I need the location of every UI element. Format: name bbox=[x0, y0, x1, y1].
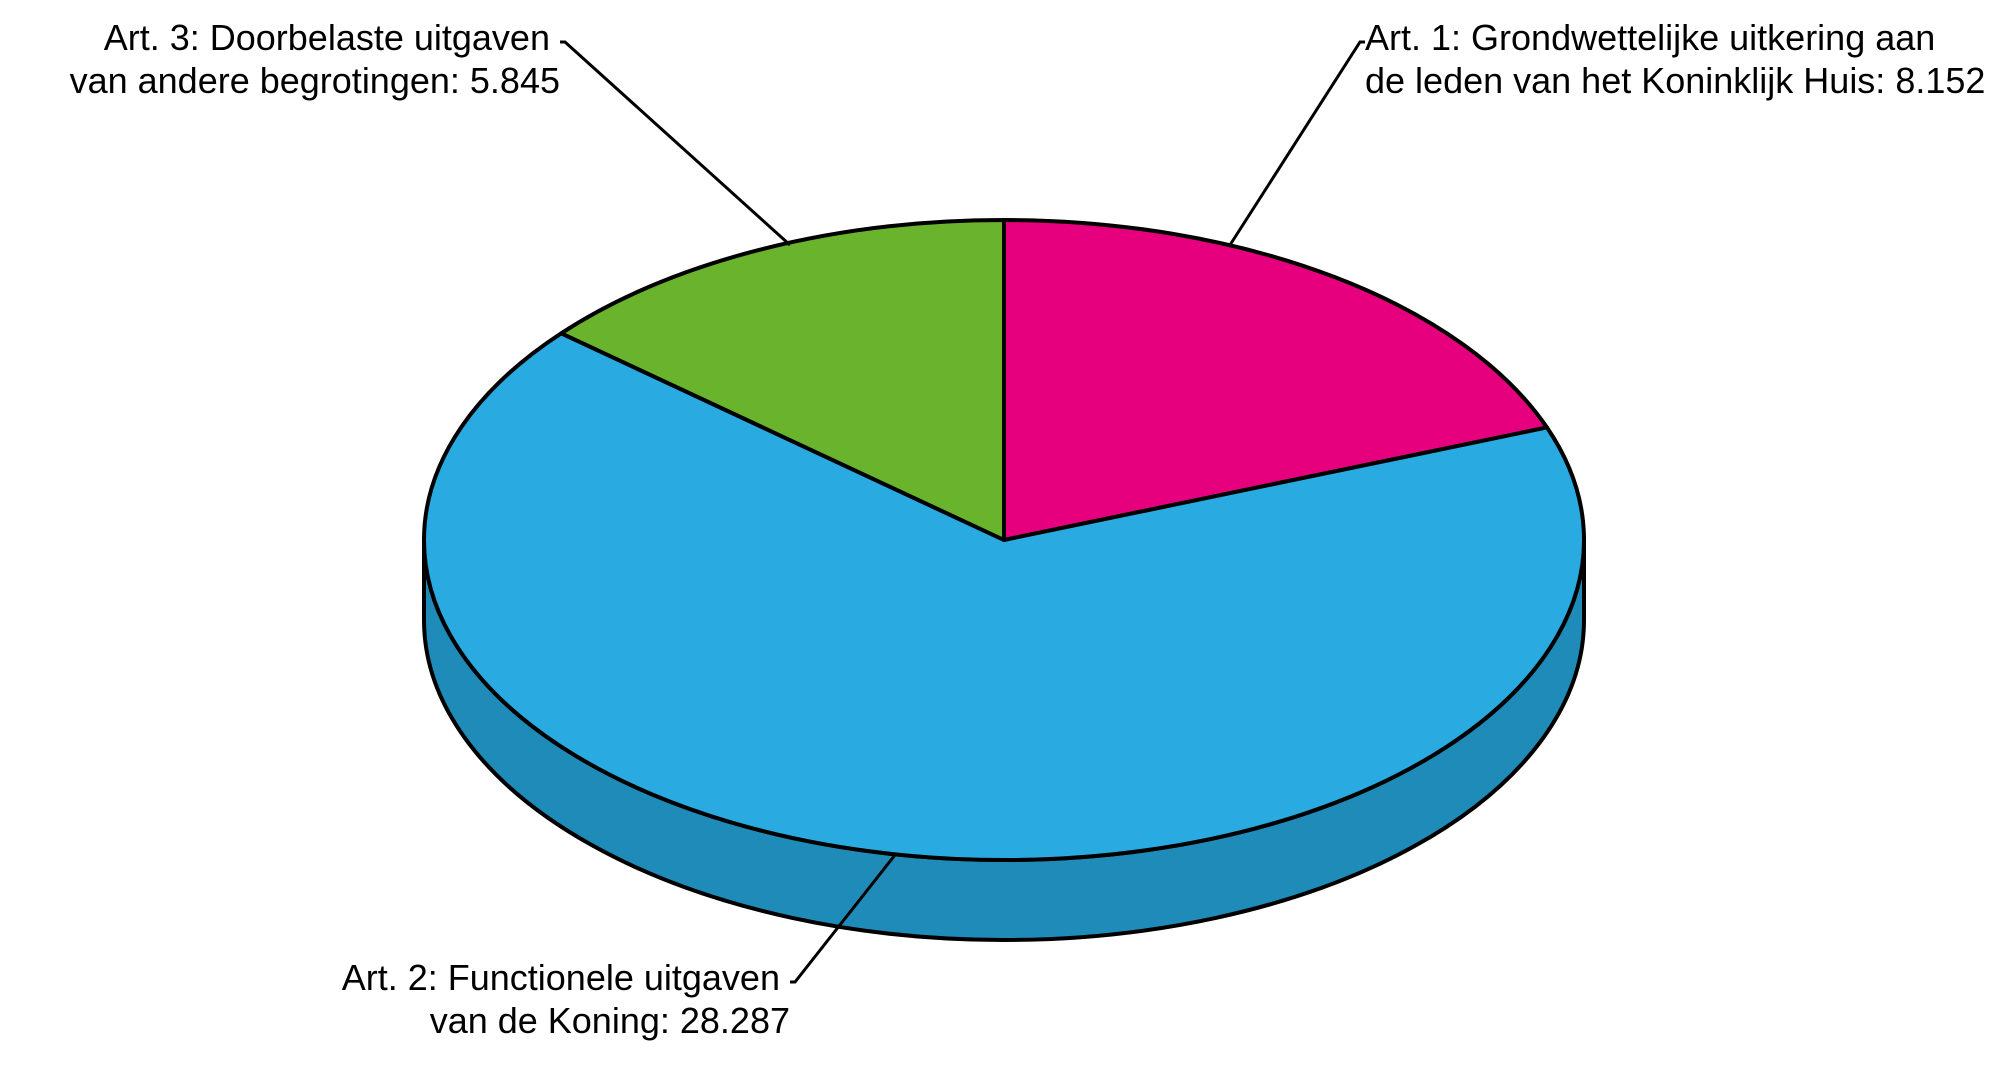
label-art1: Art. 1: Grondwettelijke uitkering aan de… bbox=[1365, 17, 1985, 101]
label-art1-line1: Art. 1: Grondwettelijke uitkering aan bbox=[1365, 17, 1935, 58]
label-art3-line2: van andere begrotingen: 5.845 bbox=[70, 60, 560, 101]
leader-art3 bbox=[560, 42, 790, 245]
label-art2-line2: van de Koning: 28.287 bbox=[430, 1000, 790, 1041]
label-art1-line2: de leden van het Koninklijk Huis: 8.152 bbox=[1365, 60, 1985, 101]
pie-chart-3d: Art. 1: Grondwettelijke uitkering aan de… bbox=[0, 0, 2008, 1075]
pie-top-faces bbox=[424, 220, 1584, 860]
leader-art1 bbox=[1230, 42, 1365, 245]
label-art2: Art. 2: Functionele uitgaven van de Koni… bbox=[342, 957, 790, 1041]
label-art3: Art. 3: Doorbelaste uitgaven van andere … bbox=[70, 17, 560, 101]
label-art3-line1: Art. 3: Doorbelaste uitgaven bbox=[104, 17, 550, 58]
label-art2-line1: Art. 2: Functionele uitgaven bbox=[342, 957, 780, 998]
